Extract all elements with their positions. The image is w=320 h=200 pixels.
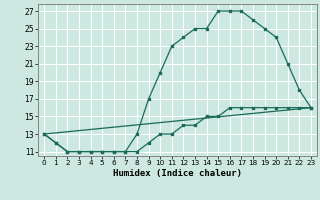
X-axis label: Humidex (Indice chaleur): Humidex (Indice chaleur)	[113, 169, 242, 178]
